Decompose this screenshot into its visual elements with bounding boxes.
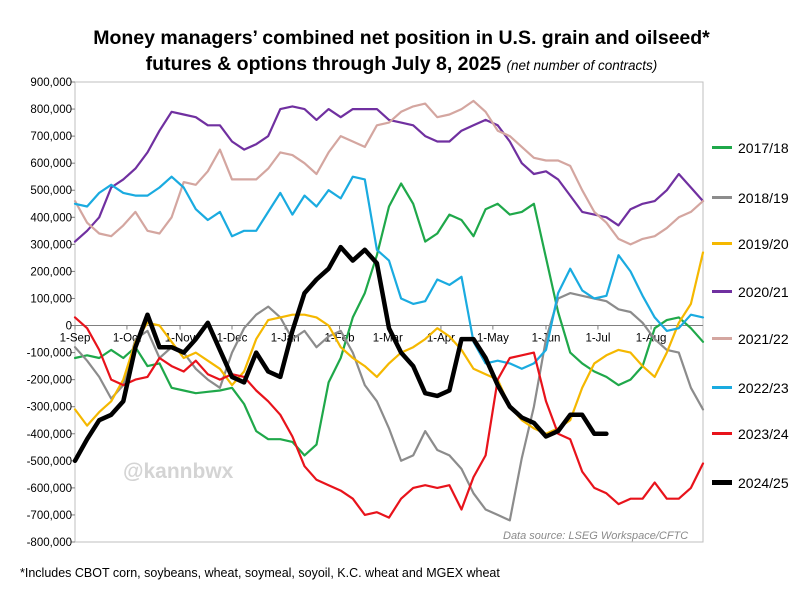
x-tick-label: 1-Jul [585,333,610,345]
legend-swatch [712,290,732,293]
y-tick-label: -300,000 [27,402,72,414]
y-tick-label: -600,000 [27,483,72,495]
legend-swatch [712,386,732,389]
y-tick-label: -700,000 [27,510,72,522]
legend-swatch [712,242,732,245]
y-tick-label: -500,000 [27,456,72,468]
y-tick-label: -100,000 [27,348,72,360]
legend-label: 2024/25 [738,475,789,491]
plot-area-frame [74,81,704,543]
y-tick-label: -800,000 [27,537,72,549]
legend-swatch [712,480,732,485]
x-tick-label: 1-Jan [271,333,300,345]
y-tick-label: 800,000 [30,104,72,116]
footnote: *Includes CBOT corn, soybeans, wheat, so… [20,566,500,580]
legend-swatch [712,196,732,199]
x-tick-label: 1-May [477,333,509,345]
y-tick-label: 400,000 [30,212,72,224]
y-tick-label: 0 [66,321,72,333]
x-tick-label: 1-Dec [217,333,248,345]
series-line-2024-25 [72,244,609,464]
legend-label: 2021/22 [738,331,789,347]
x-tick-label: 1-Sep [60,333,91,345]
x-tick-label: 1-Feb [324,333,354,345]
legend-label: 2020/21 [738,284,789,300]
series-line-2017-18 [73,182,705,457]
chart-series [72,99,705,522]
y-tick-label: -200,000 [27,375,72,387]
y-tick-label: -400,000 [27,429,72,441]
legend-label: 2019/20 [738,236,789,252]
y-tick-label: 100,000 [30,293,72,305]
legend-swatch [712,146,732,149]
legend-swatch [712,337,732,340]
series-line-2022-23 [73,175,705,370]
y-tick-label: 300,000 [30,239,72,251]
series-line-2023-24 [73,316,705,519]
legend-label: 2018/19 [738,190,789,206]
y-tick-label: 200,000 [30,266,72,278]
legend-label: 2017/18 [738,140,789,156]
chart-title-line1: Money managers’ combined net position in… [93,27,710,49]
series-line-2021-22 [73,99,705,246]
y-tick-label: 900,000 [30,77,72,89]
legend-label: 2022/23 [738,380,789,396]
legend-label: 2023/24 [738,426,789,442]
legend-swatch [712,432,732,435]
y-tick-label: 600,000 [30,158,72,170]
chart-title-line2: futures & options through July 8, 2025 (… [145,53,658,75]
y-tick-label: 700,000 [30,131,72,143]
chart-subtitle: (net number of contracts) [506,58,658,73]
data-source-note: Data source: LSEG Workspace/CFTC [503,530,689,542]
y-tick-label: 500,000 [30,185,72,197]
watermark: @kannbwx [123,460,234,483]
